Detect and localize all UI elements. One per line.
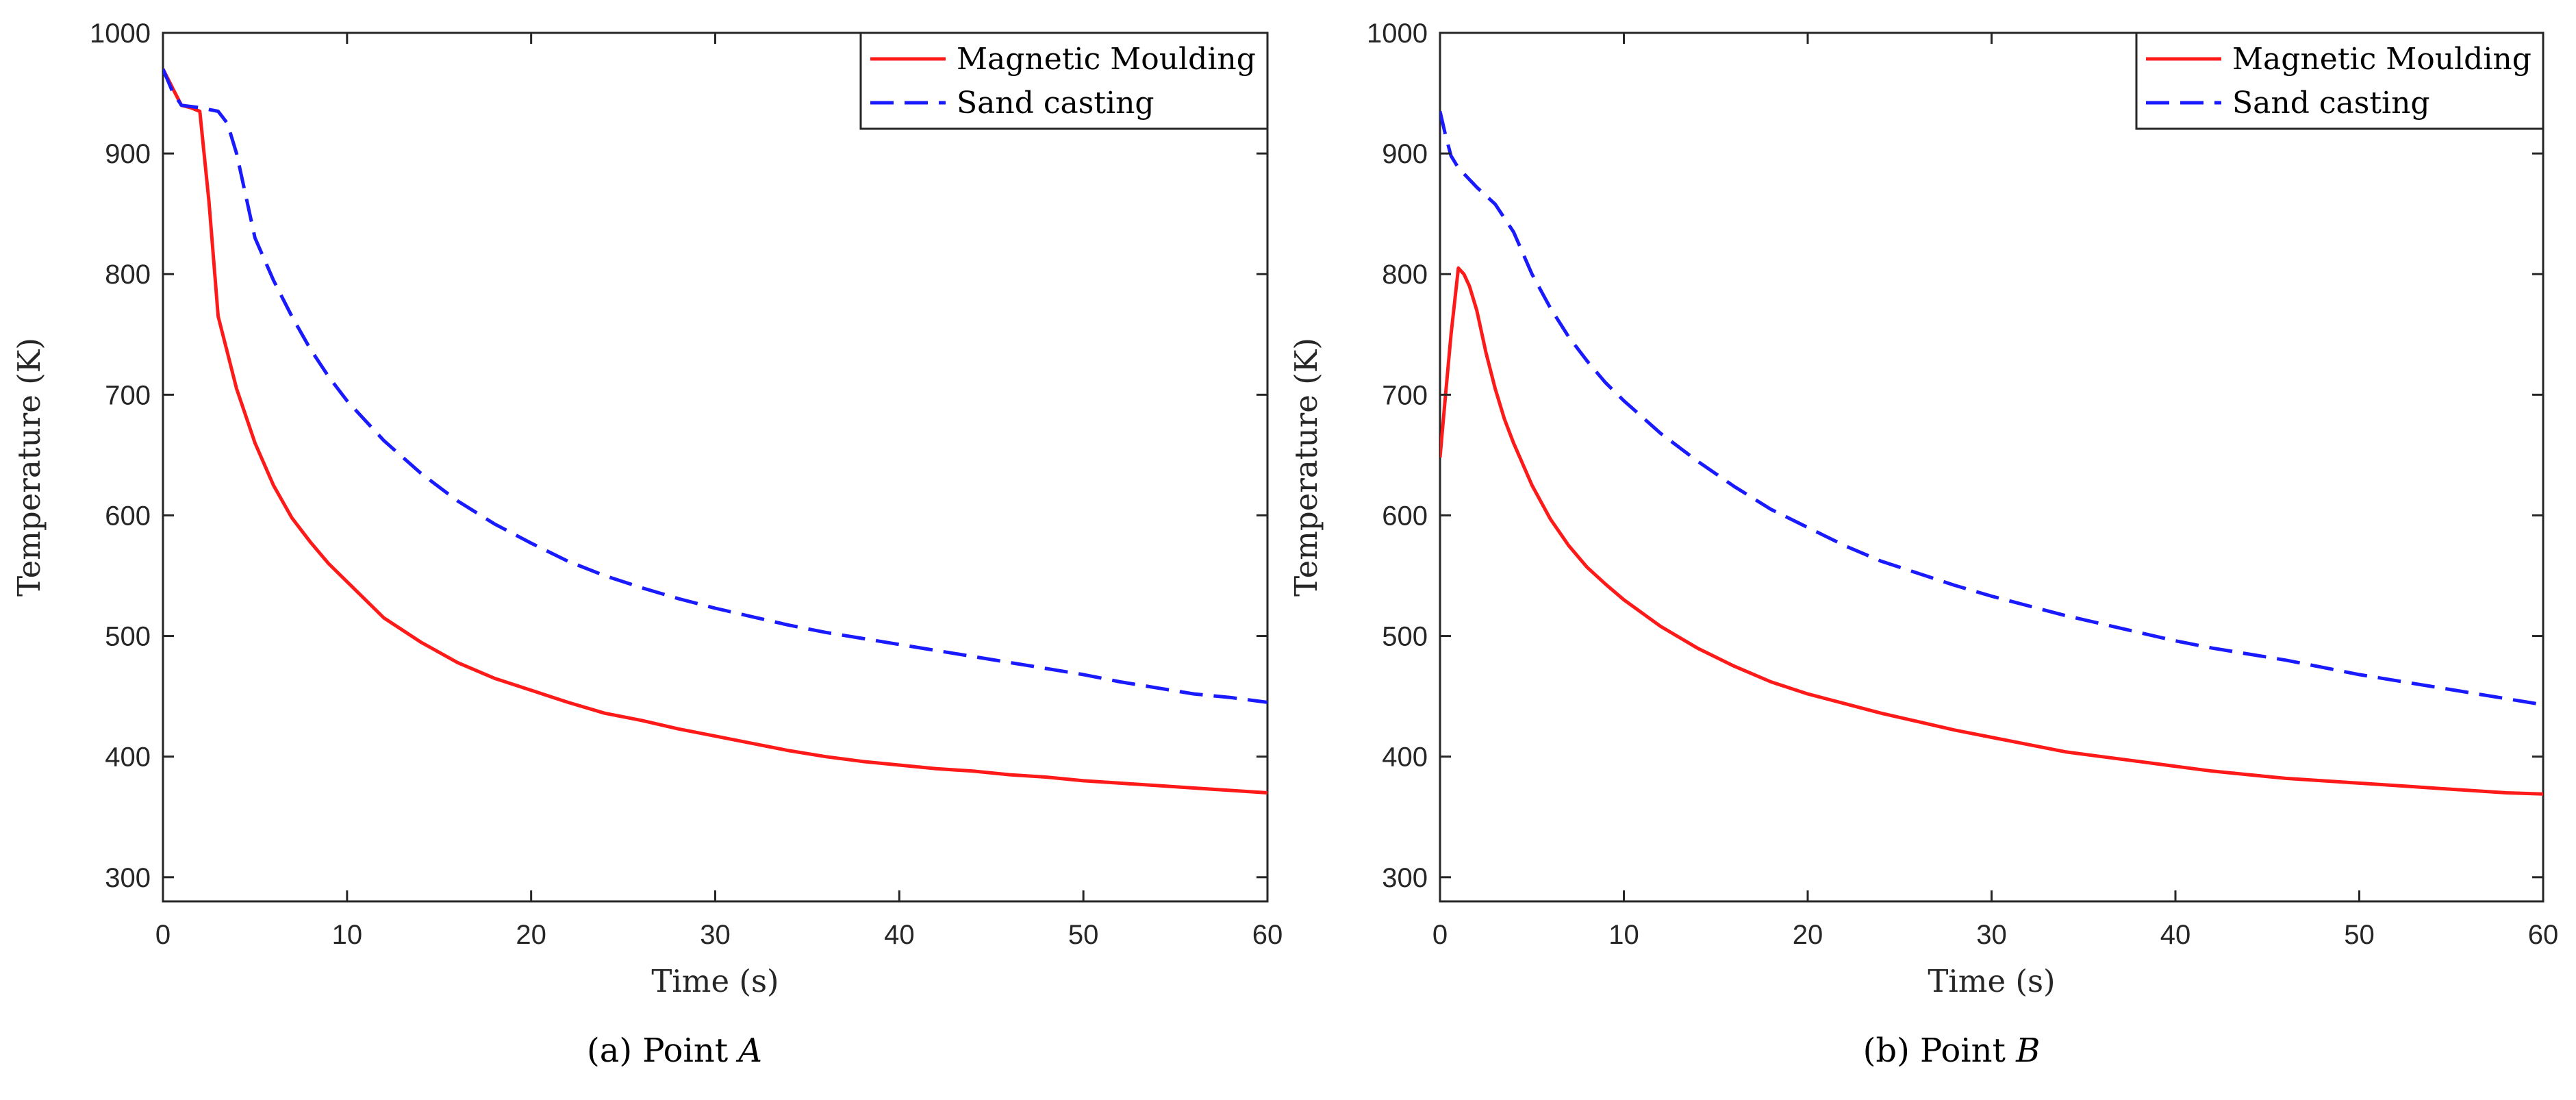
y-tick-label: 500 bbox=[105, 622, 151, 652]
x-axis-label: Time (s) bbox=[1928, 963, 2055, 999]
y-tick-label: 1000 bbox=[1367, 18, 1428, 49]
y-tick-label: 1000 bbox=[90, 18, 151, 49]
y-tick-label: 400 bbox=[1382, 742, 1428, 773]
y-tick-label: 500 bbox=[1382, 622, 1428, 652]
x-tick-label: 30 bbox=[1976, 920, 2007, 950]
y-tick-label: 600 bbox=[105, 501, 151, 531]
legend-box bbox=[2135, 32, 2545, 130]
panel-point-b: 0 10 20 30 40 50 60 300 400 500 600 700 800 900 1000 Ti… bbox=[1288, 18, 2558, 1070]
legend: Magnetic Moulding Sand casting bbox=[859, 32, 1269, 130]
y-tick-label: 900 bbox=[105, 139, 151, 169]
series-line-magnetic-moulding bbox=[1440, 266, 2543, 796]
series-group bbox=[1440, 110, 2543, 796]
x-tick-label: 20 bbox=[1793, 920, 1823, 950]
series-line-magnetic-moulding bbox=[163, 68, 1267, 795]
series-group bbox=[163, 68, 1267, 795]
y-axis-label: Temperature (K) bbox=[1288, 338, 1324, 597]
y-tick-label: 700 bbox=[1382, 380, 1428, 410]
y-tick-label: 600 bbox=[1382, 501, 1428, 531]
axes-box bbox=[1439, 32, 2545, 903]
y-tick-label: 300 bbox=[1382, 863, 1428, 893]
series-line-sand-casting bbox=[1440, 110, 2543, 707]
y-tick-label: 900 bbox=[1382, 139, 1428, 169]
x-tick-label: 60 bbox=[1252, 920, 1283, 950]
legend-label-sand-casting: Sand casting bbox=[2232, 86, 2430, 121]
x-tick-label: 60 bbox=[2528, 920, 2559, 950]
x-tick-label: 40 bbox=[2160, 920, 2191, 950]
panel-caption: (a) Point A bbox=[587, 1032, 762, 1070]
legend: Magnetic Moulding Sand casting bbox=[2135, 32, 2545, 130]
x-tick-label: 50 bbox=[1068, 920, 1099, 950]
x-tick-label: 10 bbox=[1608, 920, 1639, 950]
x-axis-label: Time (s) bbox=[651, 963, 779, 999]
x-tick-label: 20 bbox=[516, 920, 546, 950]
panel-caption: (b) Point B bbox=[1863, 1032, 2041, 1070]
axes-box bbox=[162, 32, 1269, 903]
y-tick-label: 800 bbox=[1382, 260, 1428, 290]
caption-point-letter: A bbox=[735, 1032, 762, 1070]
x-tick-label: 0 bbox=[155, 920, 171, 950]
y-tick-label: 700 bbox=[105, 380, 151, 410]
legend-box bbox=[859, 32, 1269, 130]
legend-label-magnetic-moulding: Magnetic Moulding bbox=[957, 42, 1256, 77]
y-tick-label: 800 bbox=[105, 260, 151, 290]
x-tick-label: 0 bbox=[1432, 920, 1448, 950]
panel-point-a: 0 10 20 30 40 50 60 300 400 500 600 700 800 900 1000 Ti… bbox=[11, 18, 1283, 1070]
x-tick-label: 50 bbox=[2344, 920, 2375, 950]
x-tick-label: 10 bbox=[332, 920, 363, 950]
legend-label-magnetic-moulding: Magnetic Moulding bbox=[2232, 42, 2531, 77]
series-line-sand-casting bbox=[163, 68, 1267, 704]
x-tick-label: 40 bbox=[884, 920, 915, 950]
y-axis-label: Temperature (K) bbox=[11, 338, 47, 597]
caption-prefix: (b) Point bbox=[1863, 1032, 2017, 1070]
x-tick-label: 30 bbox=[700, 920, 731, 950]
legend-label-sand-casting: Sand casting bbox=[957, 86, 1154, 121]
caption-point-letter: B bbox=[2015, 1032, 2040, 1070]
caption-prefix: (a) Point bbox=[587, 1032, 738, 1070]
y-tick-label: 400 bbox=[105, 742, 151, 773]
y-tick-label: 300 bbox=[105, 863, 151, 893]
